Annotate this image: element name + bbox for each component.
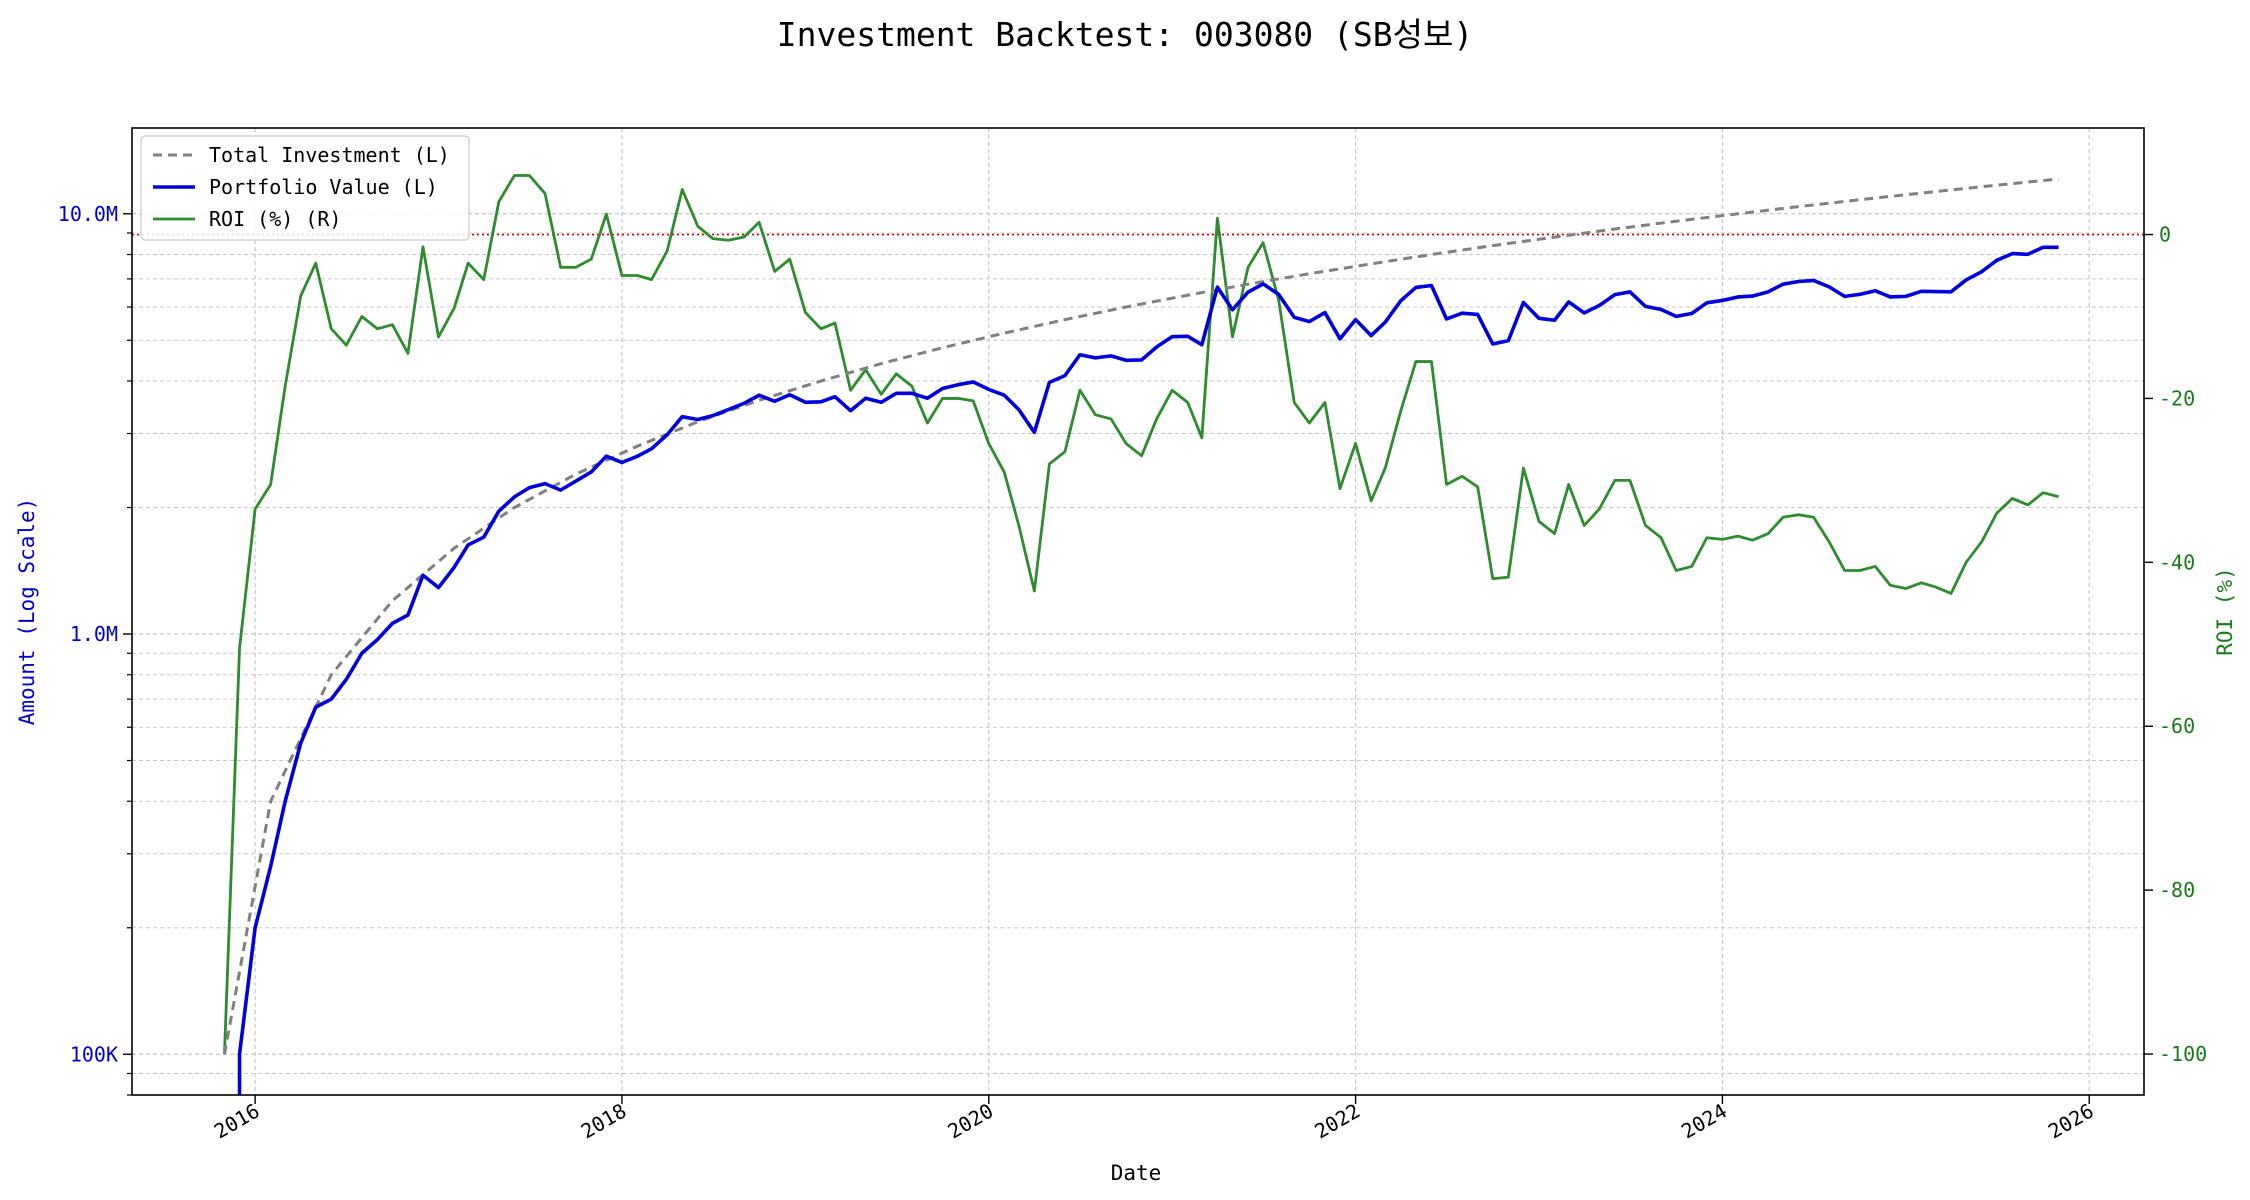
y-right-tick-label: 0 bbox=[2159, 223, 2171, 247]
y-right-tick-label: -80 bbox=[2159, 878, 2195, 902]
y-right-tick-label: -60 bbox=[2159, 714, 2195, 738]
y-left-tick-label: 1.0M bbox=[70, 622, 118, 646]
y-right-tick-label: -20 bbox=[2159, 386, 2195, 410]
chart-title: Investment Backtest: 003080 (SB성보) bbox=[777, 15, 1474, 54]
x-axis-label: Date bbox=[1111, 1161, 1162, 1185]
legend: Total Investment (L) Portfolio Value (L) R… bbox=[140, 135, 470, 241]
y-axis-label-right: ROI (%) bbox=[2213, 567, 2237, 656]
y-left-tick-label: 10.0M bbox=[58, 202, 118, 226]
legend-box bbox=[140, 135, 470, 241]
legend-label: Total Investment (L) bbox=[209, 143, 450, 167]
legend-label: Portfolio Value (L) bbox=[209, 175, 438, 199]
legend-label: ROI (%) (R) bbox=[209, 207, 341, 231]
plot-frame bbox=[131, 127, 2145, 1096]
roi-line bbox=[223, 174, 2059, 1055]
grid-layer bbox=[132, 128, 2144, 1096]
y-axis-label-left: Amount (Log Scale) bbox=[15, 498, 39, 726]
y-left-tick-label: 100K bbox=[70, 1042, 118, 1066]
portfolio-value-line bbox=[237, 245, 2059, 1095]
y-right-tick-label: -40 bbox=[2159, 550, 2195, 574]
series-layer bbox=[222, 174, 2059, 1095]
total-investment-line bbox=[222, 177, 2059, 1055]
y-right-tick-label: -100 bbox=[2159, 1042, 2207, 1066]
